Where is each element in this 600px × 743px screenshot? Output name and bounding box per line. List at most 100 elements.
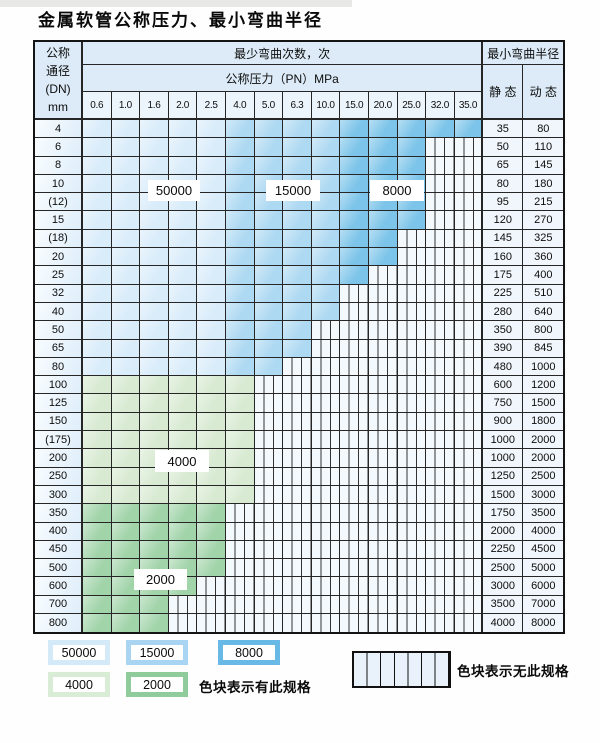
spec-cell xyxy=(83,504,112,523)
no-spec-cell xyxy=(197,595,226,615)
no-spec-cell xyxy=(397,431,427,450)
spec-cell xyxy=(83,540,112,560)
static-cell: 175 xyxy=(483,266,524,285)
no-spec-cell xyxy=(454,211,484,230)
spec-cell xyxy=(340,120,369,139)
legend-no-spec-text: 色块表示无此规格 xyxy=(457,664,569,679)
spec-cell xyxy=(225,174,255,194)
scan-edge-strip xyxy=(0,0,352,7)
no-spec-cell xyxy=(397,339,427,358)
no-spec-cell xyxy=(225,595,255,615)
pressure-col-header: 1.6 xyxy=(140,92,169,120)
dn-cell: 8 xyxy=(35,156,83,175)
no-spec-cell xyxy=(340,504,369,523)
no-spec-cell xyxy=(254,504,284,523)
static-cell: 65 xyxy=(483,156,524,175)
spec-cell xyxy=(197,193,226,212)
no-spec-cell xyxy=(397,504,427,523)
pressure-col-header: 20.0 xyxy=(368,92,398,120)
no-spec-cell xyxy=(426,449,455,468)
spec-cell xyxy=(83,394,112,413)
no-spec-cell xyxy=(397,449,427,468)
spec-cell xyxy=(225,229,255,249)
no-spec-cell xyxy=(311,595,341,615)
no-spec-cell xyxy=(397,357,427,377)
dn-cell: 200 xyxy=(35,449,83,468)
static-cell: 160 xyxy=(483,248,524,267)
no-spec-cell xyxy=(454,193,484,212)
spec-cell xyxy=(83,614,112,633)
no-spec-cell xyxy=(368,376,398,395)
bend-cycles-header: 最少弯曲次数，次 xyxy=(83,42,484,65)
dynamic-cell: 6000 xyxy=(523,577,564,596)
spec-cell xyxy=(254,302,284,322)
dynamic-cell: 800 xyxy=(523,321,564,340)
static-cell: 80 xyxy=(483,174,524,194)
pressure-col-header: 0.6 xyxy=(83,92,112,120)
no-spec-cell xyxy=(426,302,455,322)
no-spec-cell xyxy=(454,449,484,468)
no-spec-cell xyxy=(454,339,484,358)
spec-cell xyxy=(254,284,284,303)
dn-header: 公称 通径 (DN) mm xyxy=(35,42,83,120)
dn-cell: 450 xyxy=(35,540,83,560)
spec-cell xyxy=(197,248,226,267)
no-spec-cell xyxy=(397,467,427,486)
spec-cell xyxy=(111,376,141,395)
static-cell: 225 xyxy=(483,284,524,303)
spec-cell xyxy=(254,248,284,267)
no-spec-cell xyxy=(397,559,427,578)
no-spec-cell xyxy=(426,467,455,486)
spec-cell xyxy=(140,485,169,505)
spec-cell xyxy=(83,156,112,175)
spec-cell xyxy=(83,467,112,486)
no-spec-cell xyxy=(454,376,484,395)
no-spec-cell xyxy=(454,302,484,322)
no-spec-cell xyxy=(368,614,398,633)
no-spec-cell xyxy=(225,614,255,633)
no-spec-cell xyxy=(454,156,484,175)
legend-has-spec-text: 色块表示有此规格 xyxy=(199,680,311,695)
spec-cell xyxy=(168,412,198,432)
zone-label: 15000 xyxy=(266,180,320,201)
no-spec-cell xyxy=(283,467,312,486)
no-spec-cell xyxy=(311,467,341,486)
dn-cell: 32 xyxy=(35,284,83,303)
no-spec-cell xyxy=(426,614,455,633)
no-spec-cell xyxy=(311,431,341,450)
spec-cell xyxy=(140,412,169,432)
pressure-col-header: 6.3 xyxy=(283,92,312,120)
pressure-header: 公称压力（PN）MPa xyxy=(83,65,484,92)
no-spec-cell xyxy=(426,376,455,395)
spec-cell xyxy=(311,156,341,175)
static-cell: 50 xyxy=(483,138,524,157)
spec-cell xyxy=(225,248,255,267)
spec-cell xyxy=(111,357,141,377)
static-cell: 1250 xyxy=(483,467,524,486)
spec-cell xyxy=(111,138,141,157)
spec-cell xyxy=(254,266,284,285)
static-cell: 1000 xyxy=(483,431,524,450)
no-spec-cell xyxy=(254,559,284,578)
spec-cell xyxy=(283,248,312,267)
pressure-col-header: 10.0 xyxy=(311,92,341,120)
no-spec-cell xyxy=(368,577,398,596)
no-spec-cell xyxy=(426,321,455,340)
spec-cell xyxy=(83,595,112,615)
spec-cell xyxy=(283,138,312,157)
no-spec-cell xyxy=(454,467,484,486)
dynamic-cell: 215 xyxy=(523,193,564,212)
spec-cell xyxy=(111,211,141,230)
no-spec-cell xyxy=(340,449,369,468)
spec-cell xyxy=(340,266,369,285)
no-spec-cell xyxy=(311,614,341,633)
spec-cell xyxy=(140,284,169,303)
spec-cell xyxy=(140,229,169,249)
no-spec-cell xyxy=(340,412,369,432)
spec-cell xyxy=(225,467,255,486)
no-spec-cell xyxy=(454,540,484,560)
no-spec-cell xyxy=(426,339,455,358)
spec-cell xyxy=(140,138,169,157)
no-spec-cell xyxy=(168,595,198,615)
no-spec-cell xyxy=(340,339,369,358)
